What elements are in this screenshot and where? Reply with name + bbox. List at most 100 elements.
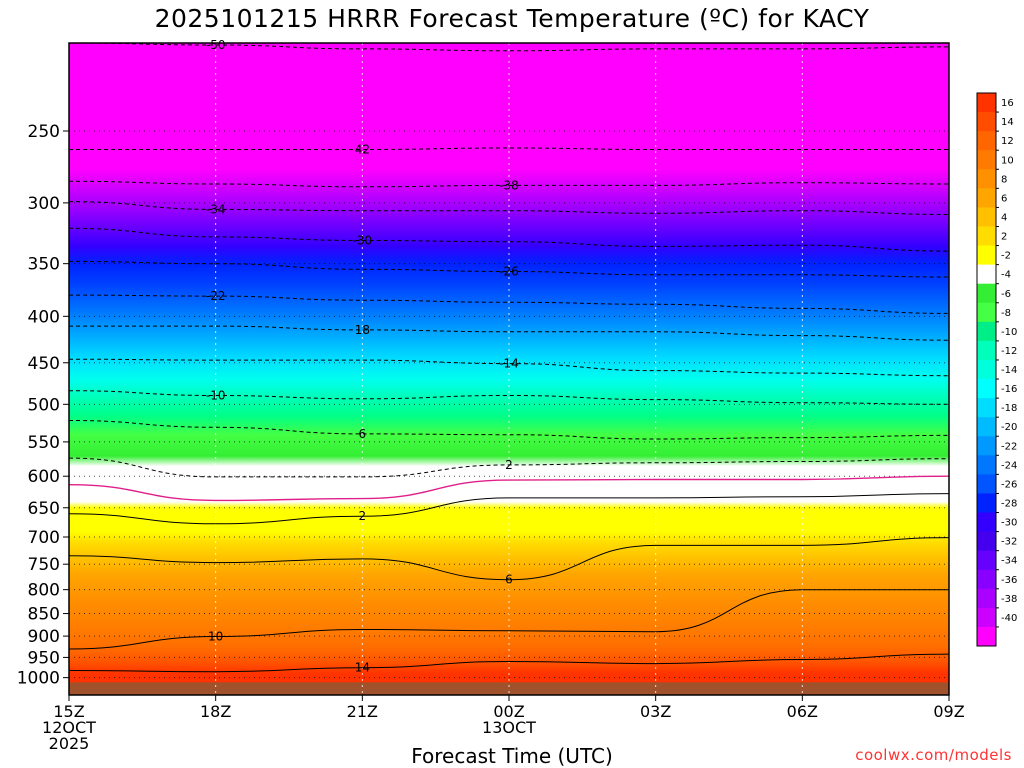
colorbar-segment <box>977 417 996 437</box>
colorbar-border <box>976 92 997 647</box>
colorbar-label: -36 <box>1001 575 1017 586</box>
colorbar-label: -22 <box>1001 441 1017 452</box>
colorbar-segment <box>977 493 996 514</box>
colorbar-segment <box>977 512 996 533</box>
colorbar: 16 14 12 10 8 6 4 2 -2 -4 -6 -8 -10 -12 -14 -16 -18 -20 -2… <box>976 92 1017 647</box>
isotherm-label: 6 <box>505 573 513 587</box>
colorbar-label: 2 <box>1001 232 1007 243</box>
isotherm-label: 10 <box>208 630 223 644</box>
y-tick-label: 500 <box>28 395 60 415</box>
isotherm-label: -22 <box>206 289 226 303</box>
colorbar-segment <box>977 340 996 361</box>
colorbar-label: -2 <box>1001 251 1011 262</box>
colorbar-segment <box>977 93 996 113</box>
colorbar-segment <box>977 588 996 609</box>
isotherm-label: 6 <box>359 427 367 441</box>
x-tick-label: 12OCT <box>42 718 96 737</box>
isotherm-label: -50 <box>206 38 226 52</box>
isotherm-label: -30 <box>353 233 373 247</box>
x-tick-label: 15Z <box>53 702 84 721</box>
isotherm-14 <box>69 653 949 673</box>
ground-band <box>69 682 949 695</box>
colorbar-segment <box>977 283 996 304</box>
y-tick-label: 600 <box>28 467 60 487</box>
isotherm-lines <box>69 43 949 673</box>
y-tick-label: 950 <box>28 648 60 668</box>
y-tick-label: 750 <box>28 555 60 575</box>
credit-text: coolwx.com/models <box>855 746 1012 764</box>
colorbar-label: 6 <box>1001 193 1007 204</box>
colorbar-segment <box>977 302 996 323</box>
isotherm-m30 <box>69 227 949 252</box>
colorbar-label: -34 <box>1001 556 1017 567</box>
colorbar-label: -18 <box>1001 403 1017 414</box>
colorbar-segment <box>977 188 996 208</box>
isotherm-label: 14 <box>355 661 370 675</box>
isotherm-2 <box>69 493 949 525</box>
grid-lines <box>69 43 949 695</box>
colorbar-segment <box>977 150 996 170</box>
isotherm-label: -34 <box>206 202 226 216</box>
colorbar-label: 8 <box>1001 174 1007 185</box>
colorbar-label: -4 <box>1001 270 1011 281</box>
colorbar-label: 12 <box>1001 136 1014 147</box>
y-tick-label: 800 <box>28 581 60 601</box>
ground-layer <box>69 682 949 695</box>
x-tick-label: 09Z <box>933 702 964 721</box>
colorbar-segment <box>977 359 996 380</box>
colorbar-label: -40 <box>1001 613 1017 624</box>
x-axis-title: Forecast Time (UTC) <box>411 744 613 768</box>
colorbar-segment <box>977 474 996 494</box>
x-tick-label: 13OCT <box>482 718 536 737</box>
y-tick-label: 250 <box>28 122 60 142</box>
colorbar-segment <box>977 436 996 456</box>
colorbar-label: -32 <box>1001 537 1017 548</box>
y-tick-label: 850 <box>28 605 60 625</box>
isotherm-label: 2 <box>505 458 513 472</box>
colorbar-label: -8 <box>1001 308 1011 319</box>
colorbar-segment <box>977 531 996 552</box>
y-tick-label: 650 <box>28 499 60 519</box>
colorbar-label: 4 <box>1001 212 1007 223</box>
y-tick-label: 400 <box>28 307 60 327</box>
y-axis: 2503003504004505005506006507007508008509… <box>17 122 69 689</box>
isotherm-0 <box>69 475 949 502</box>
colorbar-label: -26 <box>1001 479 1017 490</box>
colorbar-label: 10 <box>1001 155 1014 166</box>
x-tick-label: 06Z <box>787 702 818 721</box>
isotherm-label: 42 <box>355 142 370 156</box>
y-tick-label: 1000 <box>17 669 60 689</box>
colorbar-segment <box>977 321 996 342</box>
isotherm-m2 <box>69 457 949 478</box>
isotherm-6 <box>69 537 949 581</box>
colorbar-segment <box>977 131 996 151</box>
isotherm-label: -38 <box>499 178 519 192</box>
colorbar-segment <box>977 169 996 189</box>
isotherm-label: -26 <box>499 264 519 278</box>
x-tick-label: 03Z <box>640 702 671 721</box>
y-tick-label: 450 <box>28 354 60 374</box>
colorbar-segment <box>977 112 996 132</box>
isotherm-label: -10 <box>206 389 226 403</box>
x-tick-label: 21Z <box>347 702 378 721</box>
y-tick-label: 550 <box>28 433 60 453</box>
y-tick-label: 300 <box>28 194 60 214</box>
colorbar-label: 16 <box>1001 98 1014 109</box>
x-tick-label: 18Z <box>200 702 231 721</box>
colorbar-segment <box>977 398 996 418</box>
isotherm-label: 18 <box>355 323 370 337</box>
colorbar-segment <box>977 264 996 285</box>
colorbar-segment <box>977 569 996 590</box>
colorbar-label: -20 <box>1001 422 1017 433</box>
y-tick-label: 350 <box>28 255 60 275</box>
colorbar-label: -12 <box>1001 346 1017 357</box>
colorbar-label: -14 <box>1001 365 1017 376</box>
isotherm-10 <box>69 589 949 650</box>
isotherm-labels: -50 42 -38 -34 -30 -26 -22 18 -14 -10 6 2 2 6 10 14 <box>206 38 519 675</box>
x-tick-label: 00Z <box>493 702 524 721</box>
colorbar-segment <box>977 455 996 475</box>
colorbar-label: 14 <box>1001 117 1014 128</box>
isotherm-label: -14 <box>499 357 519 371</box>
